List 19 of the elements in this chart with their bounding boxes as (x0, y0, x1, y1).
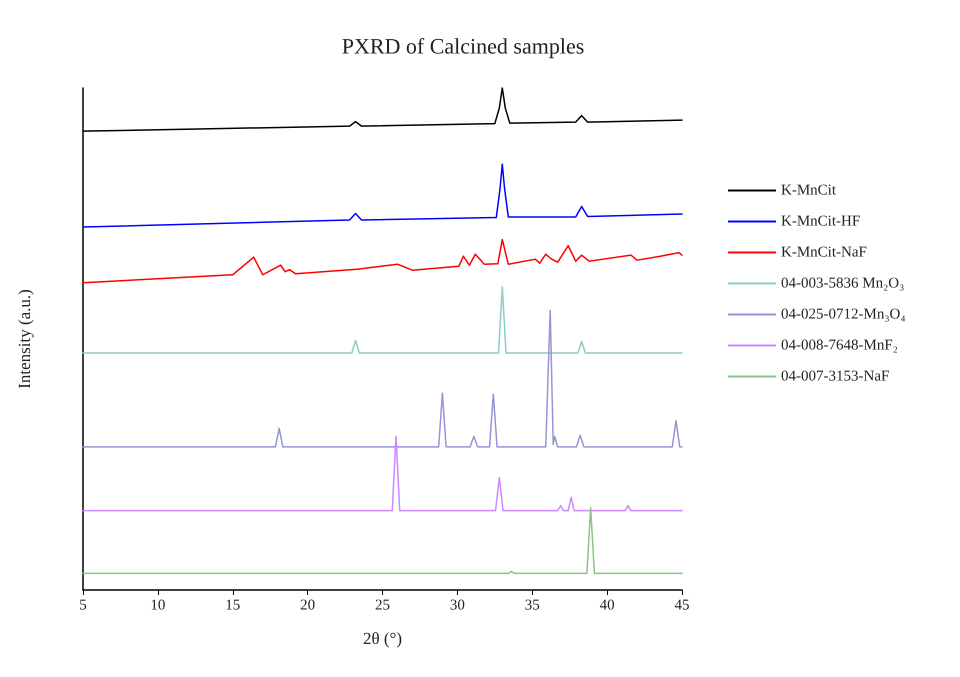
x-tick-label: 35 (524, 598, 540, 614)
legend-label: 04-003-5836 Mn₂O₃ (781, 276, 904, 292)
y-axis-title: Intensity (a.u.) (15, 289, 34, 389)
x-tick-label: 45 (674, 598, 690, 614)
x-axis-title: 2θ (°) (362, 629, 402, 648)
x-tick-label: 20 (300, 598, 316, 614)
x-tick-label: 25 (375, 598, 390, 614)
legend-label: 04-025-0712-Mn₃O₄ (781, 306, 906, 322)
x-tick-label: 10 (150, 598, 166, 614)
x-tick-label: 40 (600, 598, 615, 614)
x-tick-label: 15 (225, 598, 240, 614)
legend-label: 04-007-3153-NaF (781, 368, 890, 384)
x-tick-label: 5 (79, 598, 87, 614)
legend-label: 04-008-7648-MnF₂ (781, 338, 898, 354)
legend-label: K-MnCit-HF (781, 214, 860, 230)
chart-title: PXRD of Calcined samples (342, 34, 584, 58)
x-tick-label: 30 (450, 598, 465, 614)
legend-label: K-MnCit-NaF (781, 244, 867, 260)
legend-label: K-MnCit (781, 182, 837, 198)
